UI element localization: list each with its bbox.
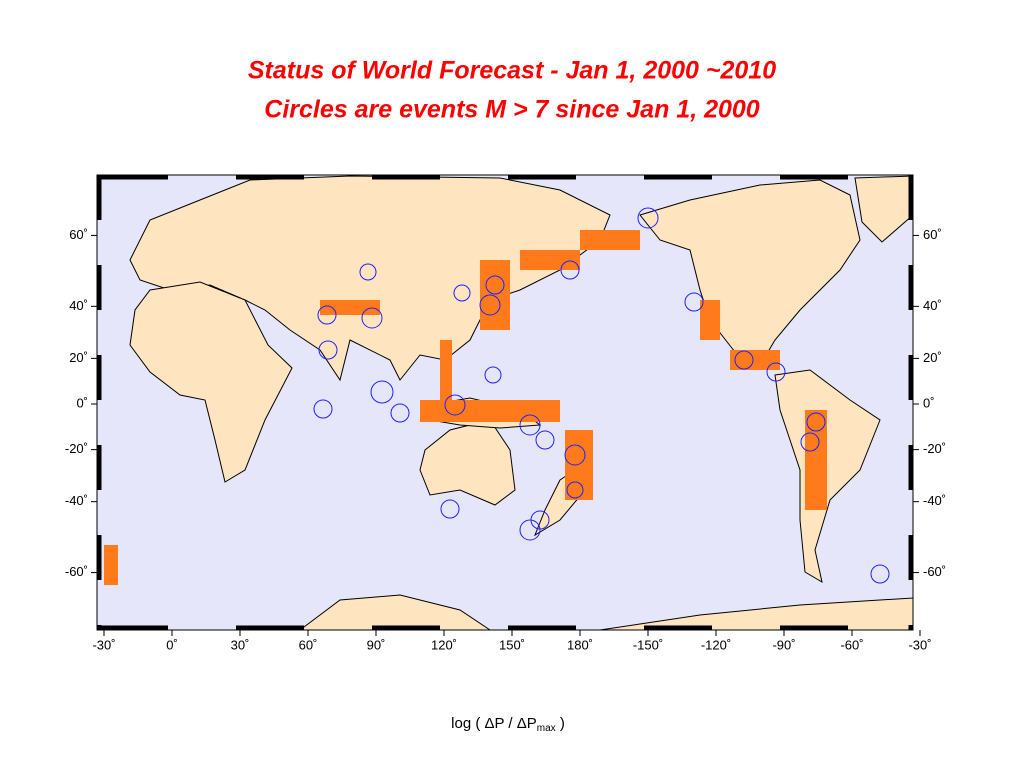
lat-tick-label: -60˚ — [65, 564, 88, 579]
lat-tick-label: 60˚ — [923, 227, 942, 242]
lon-tick-label: -150˚ — [633, 637, 663, 652]
hotspot — [700, 300, 720, 340]
lat-tick-label: 20˚ — [69, 350, 88, 365]
lon-tick-label: 90˚ — [367, 637, 386, 652]
land — [774, 369, 881, 584]
hotspot — [520, 250, 580, 270]
event-circle — [479, 294, 501, 316]
event-circle — [318, 340, 338, 360]
event-circle — [485, 275, 505, 295]
lon-tick-label: -60˚ — [840, 637, 863, 652]
event-circle — [560, 260, 580, 280]
event-circle — [440, 499, 460, 519]
event-circle — [444, 394, 466, 416]
event-circle — [453, 284, 471, 302]
events — [313, 207, 890, 584]
event-circle — [313, 399, 333, 419]
lon-tick-label: 30˚ — [231, 637, 250, 652]
label-text: log ( ΔP / ΔP — [451, 715, 537, 732]
hotspot — [480, 260, 510, 330]
event-circle — [637, 207, 659, 229]
hotspot — [420, 400, 560, 422]
label-end: ) — [556, 715, 565, 732]
lon-tick-label: 180˚ — [567, 637, 593, 652]
hotspot — [805, 410, 827, 510]
event-circle — [535, 430, 555, 450]
colorbar-label: log ( ΔP / ΔPmax ) — [451, 715, 565, 734]
event-circle — [564, 444, 586, 466]
lat-tick-label: -40˚ — [923, 493, 946, 508]
lon-tick-label: -30˚ — [92, 637, 115, 652]
event-circle — [734, 350, 754, 370]
hotspot — [730, 350, 780, 370]
label-sub: max — [537, 723, 556, 734]
lat-tick-label: -60˚ — [923, 564, 946, 579]
event-circle — [390, 403, 410, 423]
event-circle — [359, 263, 377, 281]
event-circle — [361, 307, 383, 329]
hotspot — [565, 430, 593, 500]
lon-tick-label: 120˚ — [431, 637, 457, 652]
event-circle — [370, 380, 394, 404]
event-circle — [806, 412, 826, 432]
lon-tick-label: 150˚ — [499, 637, 525, 652]
event-circle — [566, 481, 584, 499]
hotspot — [320, 300, 380, 315]
land — [854, 175, 914, 243]
hotspot — [440, 340, 452, 400]
land — [129, 281, 293, 483]
lat-tick-label: 40˚ — [923, 298, 942, 313]
event-circle — [870, 564, 890, 584]
lat-tick-label: 40˚ — [69, 298, 88, 313]
event-circle — [317, 305, 337, 325]
event-circle — [519, 414, 541, 436]
lat-tick-label: -20˚ — [923, 441, 946, 456]
lon-tick-label: 0˚ — [166, 637, 178, 652]
title: Status of World Forecast - Jan 1, 2000 ~… — [248, 57, 776, 85]
event-circle — [766, 362, 786, 382]
lon-tick-label: 60˚ — [299, 637, 318, 652]
lat-tick-label: 0˚ — [76, 395, 88, 410]
lat-tick-label: -40˚ — [65, 493, 88, 508]
lat-tick-label: 0˚ — [923, 395, 935, 410]
lat-tick-label: -20˚ — [65, 441, 88, 456]
event-circle — [800, 432, 820, 452]
map-frame — [96, 174, 914, 631]
land — [639, 179, 861, 363]
lon-tick-label: -120˚ — [701, 637, 731, 652]
frame-bands — [96, 174, 914, 631]
lon-tick-label: -30˚ — [908, 637, 931, 652]
hotspot — [104, 545, 118, 585]
event-circle — [484, 366, 502, 384]
lon-tick-label: -90˚ — [772, 637, 795, 652]
lat-tick-label: 60˚ — [69, 227, 88, 242]
subtitle: Circles are events M > 7 since Jan 1, 20… — [264, 96, 760, 124]
event-circle — [684, 292, 704, 312]
map — [96, 174, 914, 631]
lat-tick-label: 20˚ — [923, 350, 942, 365]
event-circle — [519, 519, 541, 541]
hotspot — [580, 230, 640, 250]
